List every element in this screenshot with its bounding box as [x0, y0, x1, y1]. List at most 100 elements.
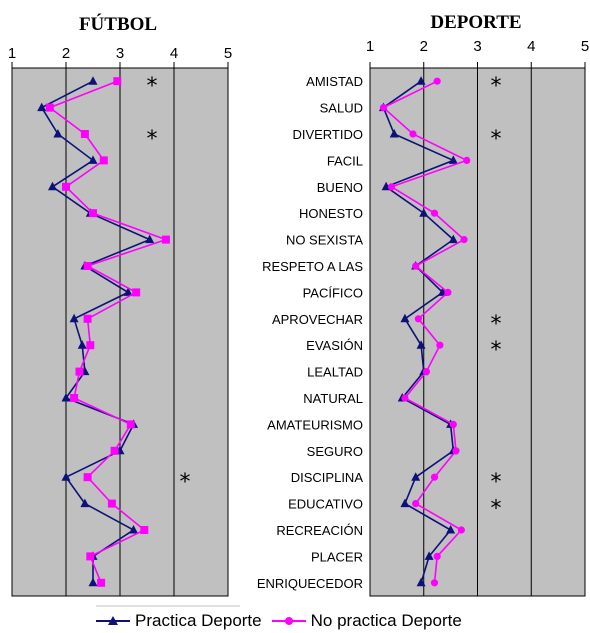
futbol-point-no-practica-deporte [83, 262, 92, 270]
futbol-point-no-practica-deporte [45, 103, 54, 112]
futbol-point-no-practica-deporte [140, 526, 149, 534]
futbol-point-practica-deporte [48, 181, 57, 191]
category-label-divertido: DIVERTIDO [292, 127, 363, 142]
futbol-point-practica-deporte [88, 577, 98, 587]
futbol-tick-label: 3 [116, 45, 124, 62]
legend-swatch-no-practica [271, 617, 306, 625]
category-label-placer: PLACER [311, 549, 363, 564]
futbol-tick-label: 4 [170, 45, 178, 62]
category-label-facil: FACIL [327, 153, 363, 168]
deporte-point-no-practica-deporte [387, 183, 396, 191]
deporte-point-practica-deporte [424, 551, 434, 560]
futbol-title: FÚTBOL [79, 13, 157, 35]
deporte-point-practica-deporte [419, 208, 429, 217]
deporte-significance-star: * [491, 470, 502, 495]
category-label-recreacion: RECREACIÓN [276, 523, 363, 538]
futbol-point-no-practica-deporte [62, 182, 70, 191]
legend-swatch-practica [96, 616, 130, 625]
deporte-point-no-practica-deporte [430, 473, 439, 481]
futbol-series-line-no-practica-deporte [48, 80, 169, 584]
futbol-point-no-practica-deporte [126, 420, 135, 429]
category-label-honesto: HONESTO [299, 206, 363, 221]
futbol-point-no-practica-deporte [83, 473, 92, 482]
futbol-panel: 1 2 3 4 5 FÚTBOL * * * [8, 13, 232, 597]
deporte-point-no-practica-deporte [452, 447, 460, 455]
category-label-disciplina: DISCIPLINA [291, 470, 364, 485]
futbol-tick-label: 2 [62, 45, 70, 62]
deporte-tick-label: 3 [473, 38, 481, 55]
deporte-point-no-practica-deporte [379, 104, 388, 112]
category-label-natural: NATURAL [303, 391, 363, 406]
deporte-point-practica-deporte [448, 155, 458, 164]
futbol-point-no-practica-deporte [113, 77, 122, 86]
deporte-point-no-practica-deporte [460, 236, 468, 244]
deporte-point-no-practica-deporte [463, 156, 471, 164]
deporte-point-no-practica-deporte [430, 209, 439, 217]
deporte-significance-star: * [491, 312, 502, 337]
deporte-panel: 1 2 3 4 5 DEPORTE AMISTAD SALUD DIVERTIDO FACIL BU… [257, 12, 589, 597]
futbol-point-practica-deporte [61, 393, 71, 402]
futbol-point-no-practica-deporte [80, 130, 89, 138]
deporte-point-no-practica-deporte [436, 341, 444, 349]
category-label-seguro: SEGURO [307, 444, 363, 459]
futbol-point-practica-deporte [88, 155, 98, 164]
deporte-point-no-practica-deporte [449, 420, 457, 428]
futbol-point-practica-deporte [80, 498, 90, 508]
futbol-point-no-practica-deporte [89, 209, 97, 218]
deporte-point-no-practica-deporte [444, 288, 452, 296]
futbol-point-no-practica-deporte [99, 156, 108, 165]
deporte-point-no-practica-deporte [433, 552, 441, 561]
deporte-significance-star: * [491, 497, 502, 522]
deporte-point-practica-deporte [411, 472, 421, 481]
futbol-point-no-practica-deporte [132, 288, 141, 297]
deporte-point-practica-deporte [400, 313, 410, 323]
deporte-point-no-practica-deporte [409, 130, 417, 138]
futbol-point-no-practica-deporte [110, 446, 119, 455]
futbol-tick-label: 5 [224, 45, 232, 62]
deporte-point-no-practica-deporte [412, 262, 420, 270]
futbol-point-no-practica-deporte [107, 499, 116, 508]
futbol-point-no-practica-deporte [83, 314, 92, 323]
deporte-point-no-practica-deporte [412, 500, 420, 508]
category-label-aprovechar: APROVECHAR [272, 312, 363, 327]
futbol-significance-star: * [147, 127, 158, 152]
deporte-tick-label: 4 [527, 38, 535, 55]
category-label-lealtad: LEALTAD [307, 365, 363, 380]
futbol-point-practica-deporte [123, 287, 133, 296]
deporte-point-practica-deporte [416, 340, 426, 349]
deporte-significance-star: * [491, 338, 502, 363]
futbol-significance-star: * [180, 470, 191, 495]
deporte-point-no-practica-deporte [433, 77, 441, 85]
deporte-point-practica-deporte [400, 498, 410, 508]
futbol-point-no-practica-deporte [75, 367, 84, 376]
category-label-pacifico: PACÍFICO [303, 285, 363, 300]
futbol-point-no-practica-deporte [86, 552, 95, 561]
deporte-significance-star: * [491, 127, 502, 152]
deporte-point-no-practica-deporte [422, 368, 431, 376]
deporte-series-line-no-practica-deporte [381, 80, 469, 583]
legend-label-no-practica: No practica Deporte [310, 611, 462, 630]
deporte-series-line-practica-deporte [382, 80, 456, 584]
deporte-point-practica-deporte [416, 577, 426, 587]
deporte-point-practica-deporte [389, 129, 399, 138]
category-label-no-sexista: NO SEXISTA [286, 233, 363, 248]
deporte-point-no-practica-deporte [401, 394, 409, 402]
deporte-tick-label: 2 [420, 38, 428, 55]
category-label-salud: SALUD [320, 101, 363, 116]
futbol-point-no-practica-deporte [161, 235, 170, 244]
futbol-point-practica-deporte [77, 340, 87, 349]
deporte-tick-label: 5 [581, 38, 589, 55]
futbol-point-practica-deporte [53, 129, 63, 138]
deporte-point-no-practica-deporte [457, 526, 465, 534]
futbol-series-line-practica-deporte [40, 80, 152, 583]
deporte-significance-star: * [491, 74, 502, 99]
legend: Practica Deporte No practica Deporte [96, 610, 472, 632]
futbol-point-practica-deporte [61, 472, 71, 481]
futbol-point-no-practica-deporte [97, 578, 106, 587]
futbol-point-no-practica-deporte [70, 394, 79, 402]
futbol-significance-star: * [147, 74, 158, 99]
category-label-educativo: EDUCATIVO [288, 497, 363, 512]
futbol-point-practica-deporte [69, 313, 79, 323]
category-label-evasion: EVASIÓN [306, 338, 363, 353]
